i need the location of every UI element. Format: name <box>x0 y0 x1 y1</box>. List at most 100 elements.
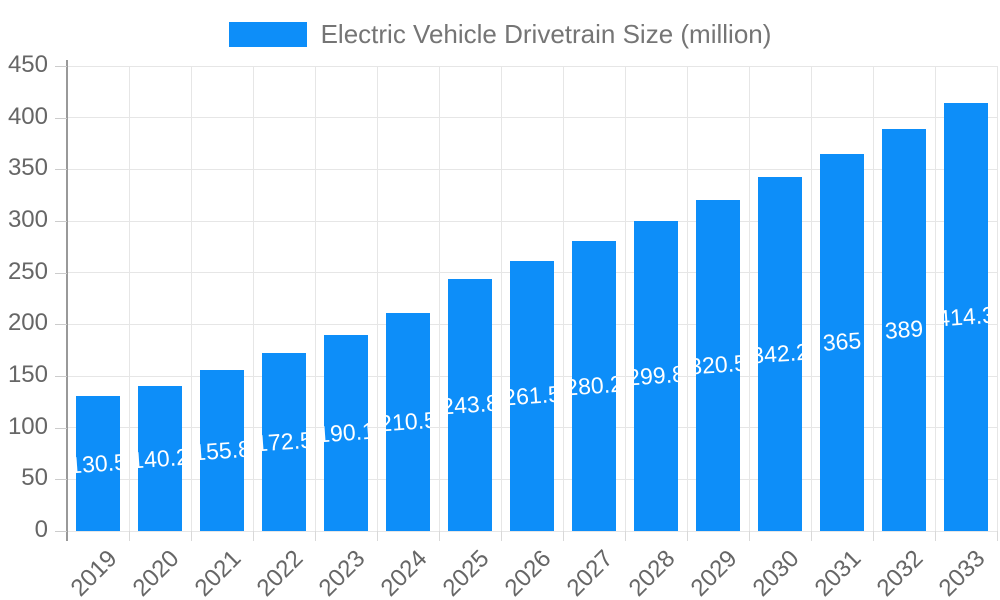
y-axis-label: 350 <box>7 154 48 182</box>
v-gridline <box>128 66 130 531</box>
bar-value-label: 280.2 <box>572 370 616 401</box>
bar-value-label: 299.8 <box>634 360 678 391</box>
x-axis-label-2030: 2030 <box>747 545 805 600</box>
x-axis-label-2020: 2020 <box>127 545 185 600</box>
h-gridline <box>67 530 997 532</box>
x-axis-label-2028: 2028 <box>623 545 681 600</box>
x-axis-tick <box>686 531 688 541</box>
x-axis-label-2022: 2022 <box>251 545 309 600</box>
bar-value-label: 190.1 <box>324 417 368 448</box>
y-axis-label: 400 <box>7 102 48 130</box>
v-gridline <box>562 66 564 531</box>
bar-value-label: 365 <box>821 327 863 357</box>
x-axis-tick <box>128 531 130 541</box>
bar-2024[interactable]: 210.5 <box>386 313 430 531</box>
x-axis-label-2019: 2019 <box>65 545 123 600</box>
v-gridline <box>500 66 502 531</box>
bar-value-label: 155.8 <box>200 435 244 465</box>
v-gridline <box>624 66 626 531</box>
v-gridline <box>252 66 254 531</box>
x-axis-tick <box>376 531 378 541</box>
bar-value-label: 261.5 <box>510 380 554 411</box>
v-gridline <box>810 66 812 531</box>
x-axis-label-2031: 2031 <box>809 545 867 600</box>
chart-legend[interactable]: Electric Vehicle Drivetrain Size (millio… <box>0 19 1000 49</box>
bar-value-label: 414.3 <box>944 301 988 332</box>
bar-2020[interactable]: 140.2 <box>138 386 182 531</box>
x-axis-tick <box>314 531 316 541</box>
legend-swatch <box>228 21 307 47</box>
x-axis-tick <box>500 531 502 541</box>
x-axis-label-2026: 2026 <box>499 545 557 600</box>
x-axis-tick <box>934 531 936 541</box>
v-gridline <box>376 66 378 531</box>
x-axis-tick <box>810 531 812 541</box>
bar-2026[interactable]: 261.5 <box>510 260 554 531</box>
y-axis-label: 50 <box>21 464 48 492</box>
y-axis-line <box>66 60 68 541</box>
y-axis-label: 450 <box>7 50 48 78</box>
v-gridline <box>872 66 874 531</box>
bar-value-label: 172.5 <box>262 426 306 457</box>
x-axis-label-2024: 2024 <box>375 545 433 600</box>
bar-value-label: 342.2 <box>758 338 802 369</box>
bar-2030[interactable]: 342.2 <box>758 177 802 531</box>
bar-2033[interactable]: 414.3 <box>944 102 988 531</box>
x-axis-label-2033: 2033 <box>933 545 991 600</box>
y-axis-tick <box>55 66 67 67</box>
x-axis-tick <box>748 531 750 541</box>
x-axis-tick <box>872 531 874 541</box>
x-axis-tick <box>252 531 254 541</box>
bar-value-label: 130.5 <box>76 448 120 479</box>
y-axis-label: 150 <box>7 360 48 388</box>
h-gridline <box>67 168 997 170</box>
y-axis-tick <box>55 272 67 274</box>
y-axis-tick <box>55 531 67 532</box>
x-axis-tick <box>190 531 192 541</box>
y-axis-label: 200 <box>7 309 48 337</box>
x-axis-tick <box>562 531 564 541</box>
v-gridline <box>190 66 192 531</box>
h-gridline <box>67 117 997 119</box>
x-axis-tick <box>996 531 998 541</box>
x-axis-tick <box>438 531 440 541</box>
v-gridline <box>686 66 688 531</box>
y-axis-tick <box>55 117 67 119</box>
x-axis-tick <box>624 531 626 541</box>
y-axis-label: 300 <box>7 205 48 233</box>
bar-value-label: 320.5 <box>696 349 740 380</box>
x-axis-label-2029: 2029 <box>685 545 743 600</box>
y-axis-label: 0 <box>34 515 48 543</box>
h-gridline <box>67 220 997 222</box>
bar-value-label: 243.8 <box>448 389 492 420</box>
bar-value-label: 140.2 <box>138 443 182 474</box>
bar-2025[interactable]: 243.8 <box>448 279 492 531</box>
bar-2032[interactable]: 389 <box>882 129 926 531</box>
x-axis-label-2021: 2021 <box>189 545 247 600</box>
bar-2023[interactable]: 190.1 <box>324 334 368 531</box>
y-axis-tick <box>55 479 67 481</box>
v-gridline <box>438 66 440 531</box>
bar-value-label: 389 <box>883 315 925 344</box>
y-axis-tick <box>55 169 67 171</box>
x-axis-label-2023: 2023 <box>313 545 371 600</box>
bar-2028[interactable]: 299.8 <box>634 221 678 531</box>
plot-area: 130.5 140.2 155.8 172.5 190.1 210.5 243.8 261.5… <box>67 65 998 532</box>
bar-2021[interactable]: 155.8 <box>200 370 244 531</box>
bar-2031[interactable]: 365 <box>820 153 864 531</box>
y-axis-label: 250 <box>7 257 48 285</box>
v-gridline <box>748 66 750 531</box>
bar-2022[interactable]: 172.5 <box>262 352 306 531</box>
x-axis-label-2027: 2027 <box>561 545 619 600</box>
chart-title: Electric Vehicle Drivetrain Size (millio… <box>320 19 772 49</box>
y-axis-tick <box>55 427 67 429</box>
y-axis-tick <box>55 376 67 377</box>
x-axis-label-2032: 2032 <box>871 545 929 600</box>
y-axis-tick <box>55 324 67 326</box>
bar-2019[interactable]: 130.5 <box>76 396 120 531</box>
bar-2027[interactable]: 280.2 <box>572 241 616 531</box>
v-gridline <box>934 66 936 531</box>
bar-2029[interactable]: 320.5 <box>696 199 740 531</box>
x-axis-label-2025: 2025 <box>437 545 495 600</box>
